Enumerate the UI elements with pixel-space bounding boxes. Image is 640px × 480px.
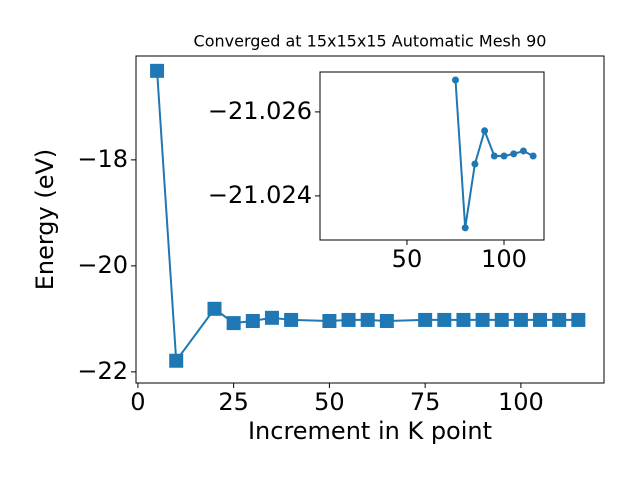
x-tick-label: 75 bbox=[410, 388, 441, 416]
marker bbox=[475, 312, 490, 327]
y-tick-label: −21.024 bbox=[208, 181, 312, 209]
marker bbox=[571, 312, 586, 327]
y-tick-label: −21.026 bbox=[208, 97, 312, 125]
chart-title: Converged at 15x15x15 Automatic Mesh 90 bbox=[194, 32, 547, 51]
marker bbox=[519, 147, 527, 155]
marker bbox=[207, 301, 222, 316]
marker bbox=[264, 310, 279, 325]
x-tick-label: 50 bbox=[314, 388, 345, 416]
marker bbox=[226, 316, 241, 331]
marker bbox=[490, 152, 498, 160]
x-axis-label: Increment in K point bbox=[248, 417, 492, 445]
x-tick-label: 50 bbox=[392, 245, 423, 273]
marker bbox=[379, 313, 394, 328]
marker bbox=[533, 312, 548, 327]
y-tick-label: −22 bbox=[77, 357, 128, 385]
marker bbox=[360, 312, 375, 327]
y-tick-label: −20 bbox=[77, 251, 128, 279]
marker bbox=[341, 312, 356, 327]
marker bbox=[471, 160, 479, 168]
marker bbox=[513, 312, 528, 327]
marker bbox=[510, 150, 518, 158]
marker bbox=[529, 152, 537, 160]
y-axis-label: Energy (eV) bbox=[31, 149, 59, 291]
x-tick-label: 100 bbox=[498, 388, 544, 416]
plot-area bbox=[319, 71, 545, 241]
marker bbox=[284, 312, 299, 327]
marker bbox=[500, 152, 508, 160]
marker bbox=[494, 312, 509, 327]
x-tick-label: 0 bbox=[130, 388, 145, 416]
marker bbox=[437, 312, 452, 327]
marker bbox=[552, 312, 567, 327]
marker bbox=[150, 63, 165, 78]
marker bbox=[456, 312, 471, 327]
marker bbox=[418, 312, 433, 327]
marker bbox=[245, 313, 260, 328]
y-tick-label: −18 bbox=[77, 145, 128, 173]
marker bbox=[461, 224, 469, 232]
x-tick-label: 25 bbox=[218, 388, 249, 416]
x-tick-label: 100 bbox=[481, 245, 527, 273]
marker bbox=[169, 353, 184, 368]
marker bbox=[451, 76, 459, 84]
marker bbox=[322, 313, 337, 328]
marker bbox=[481, 127, 489, 135]
